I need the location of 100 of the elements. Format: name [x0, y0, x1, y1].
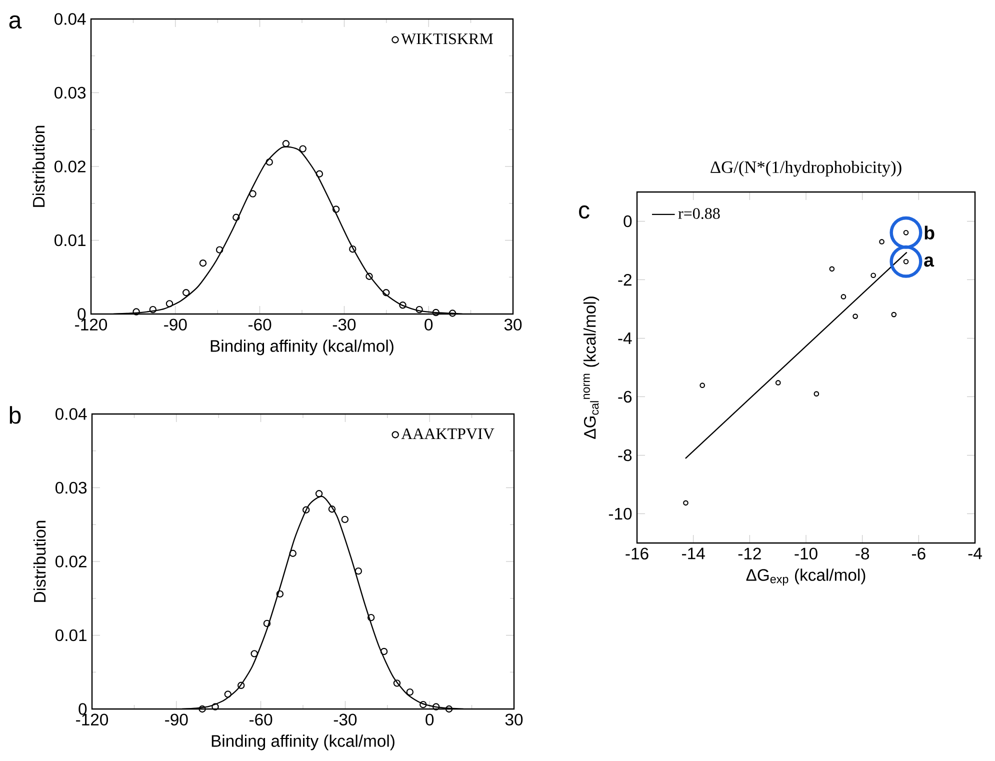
- point: [393, 680, 401, 687]
- point: [302, 506, 310, 514]
- legend-label: WIKTISKRM: [400, 33, 493, 44]
- point: [316, 170, 324, 178]
- point: [216, 246, 224, 254]
- y-tick-label: 0.01: [56, 629, 86, 642]
- point: [406, 688, 414, 696]
- point: [432, 703, 440, 710]
- y-tick-label: 0.02: [56, 556, 86, 568]
- point: [367, 614, 375, 622]
- y-tick-label: 0.03: [56, 482, 87, 494]
- y-tick-label: 0.04: [56, 408, 87, 420]
- point: [299, 145, 306, 152]
- point: [282, 140, 290, 148]
- point: [814, 391, 820, 396]
- x-tick-label: -6: [912, 548, 926, 560]
- x-tick-label: -8: [856, 548, 870, 560]
- annotation: a: [924, 256, 934, 267]
- point: [289, 550, 296, 557]
- y-tick-label: -2: [618, 274, 632, 286]
- point: [891, 312, 897, 318]
- x-tick-label: -16: [626, 548, 648, 560]
- point: [198, 705, 206, 713]
- y-tick-label: 0: [78, 308, 86, 320]
- y-axis-title: Distribution: [33, 520, 46, 602]
- x-tick-label: 0: [424, 318, 433, 331]
- point: [870, 272, 876, 278]
- legend-label: r=0.88: [678, 208, 720, 219]
- x-tick-label: -30: [334, 714, 357, 726]
- point: [182, 289, 190, 296]
- point: [276, 590, 284, 598]
- point: [341, 516, 349, 524]
- point: [445, 705, 453, 713]
- point: [249, 190, 256, 198]
- y-tick-label: 0.04: [54, 13, 86, 25]
- y-tick-label: 0.02: [54, 160, 86, 172]
- point: [212, 703, 219, 710]
- x-tick-label: -12: [738, 548, 761, 560]
- point: [266, 158, 273, 166]
- x-tick-label: 30: [504, 318, 522, 331]
- point: [829, 266, 835, 272]
- x-axis-title: Binding affinity (kcal/mol): [212, 734, 394, 750]
- point: [238, 682, 245, 689]
- x-tick-label: -120: [75, 318, 108, 331]
- legend-label: AAAKTPVIV: [401, 428, 494, 440]
- point: [448, 310, 456, 317]
- text: a: [9, 15, 22, 29]
- point: [399, 302, 406, 309]
- point: [366, 272, 373, 280]
- point: [775, 380, 781, 386]
- y-tick-label: 0: [78, 703, 87, 715]
- x-tick-label: -60: [249, 714, 272, 726]
- y-tick-label: 0.03: [54, 86, 86, 99]
- y-tick-label: -4: [618, 332, 632, 344]
- annotation: b: [924, 226, 934, 240]
- x-tick-label: -10: [794, 548, 818, 560]
- point: [432, 308, 440, 316]
- y-tick-label: -8: [618, 449, 632, 462]
- y-tick-label: 0.01: [54, 234, 86, 246]
- point: [840, 294, 846, 300]
- text: b: [10, 406, 21, 424]
- point: [224, 690, 232, 698]
- x-tick-label: -120: [76, 714, 108, 726]
- point: [199, 260, 207, 267]
- point: [315, 490, 323, 498]
- point: [149, 306, 156, 314]
- x-tick-label: 30: [505, 714, 523, 726]
- point: [683, 500, 688, 506]
- y-tick-label: -10: [608, 508, 632, 520]
- x-tick-label: -30: [332, 318, 356, 331]
- point: [879, 239, 884, 244]
- point: [328, 506, 336, 513]
- chart-title: ΔG/(N*(1/hydrophobicity)): [710, 160, 902, 177]
- x-axis-title: Binding affinity (kcal/mol): [210, 340, 394, 356]
- point: [250, 650, 258, 658]
- point: [354, 567, 362, 575]
- point: [416, 306, 423, 314]
- x-tick-label: -14: [682, 548, 705, 560]
- point: [852, 314, 858, 319]
- y-tick-label: -6: [618, 390, 632, 403]
- x-tick-label: 0: [426, 714, 434, 726]
- point: [132, 308, 140, 316]
- point: [332, 206, 340, 213]
- x-tick-label: -60: [248, 318, 272, 331]
- y-tick-label: 0: [624, 215, 632, 228]
- point: [232, 214, 240, 221]
- x-tick-label: -4: [968, 548, 982, 560]
- text: c: [579, 205, 590, 219]
- point: [380, 648, 388, 656]
- point: [700, 382, 706, 388]
- y-axis-title: ΔG$_{cal}$$^{norm}$ (kcal/mol): [584, 296, 600, 439]
- point: [166, 300, 174, 308]
- x-tick-label: -90: [164, 318, 187, 331]
- y-axis-title: Distribution: [32, 126, 45, 207]
- point: [382, 289, 390, 296]
- x-axis-title: ΔG$_{exp}$ (kcal/mol): [746, 568, 866, 586]
- x-tick-label: -90: [165, 714, 188, 726]
- point: [420, 700, 427, 708]
- point: [263, 620, 271, 628]
- point: [349, 245, 356, 253]
